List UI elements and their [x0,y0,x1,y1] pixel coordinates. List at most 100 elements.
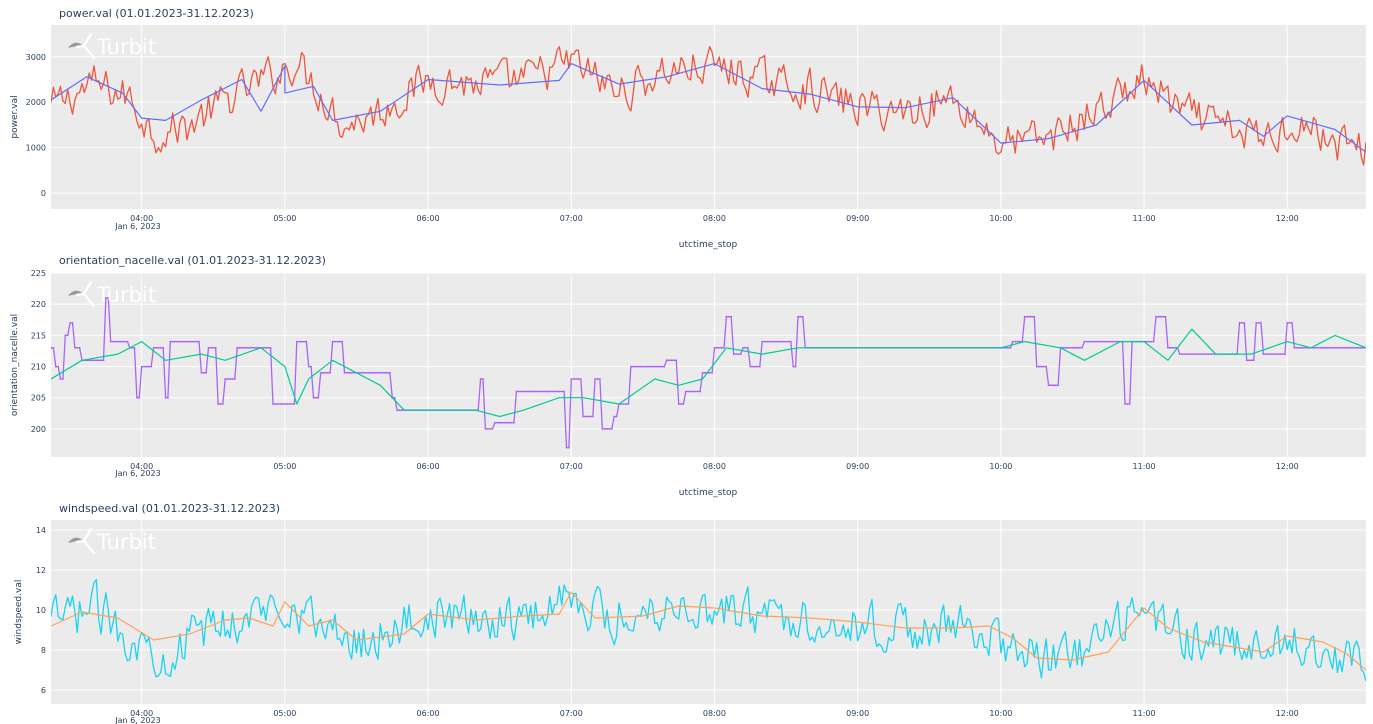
orientation-raw-point [1040,365,1043,368]
logo-cloud-icon [68,537,82,543]
orientation-raw-point [169,340,172,343]
power-x-axis-label: utctime_stop [679,240,738,250]
orientation-raw-point [1167,346,1169,349]
orientation-raw-point [286,403,289,405]
orientation-raw-point [637,365,639,368]
orientation-raw-point [315,396,317,399]
orientation-raw-point [1164,315,1167,318]
orientation-raw-point [1205,353,1207,355]
orientation-raw-point [143,365,146,368]
orientation-raw-point [501,421,503,424]
logo-text: Turbit [96,283,156,307]
orientation-raw-point [90,359,93,362]
turbit-logo: Turbit [68,527,156,555]
orientation-raw-point [102,359,105,362]
windspeed-raw-line [51,578,1366,682]
orientation-raw-point [642,365,644,368]
orientation-raw-point [763,340,766,343]
orientation-raw-point [658,365,661,368]
orientation-raw-point [775,340,778,343]
orientation-gridlines [51,272,1366,457]
orientation-raw-point [1190,353,1193,355]
windspeed-x-tick-label: 05:00 [273,709,296,718]
windspeed-y-tick-label: 12 [36,566,46,575]
orientation-raw-point [1326,346,1329,349]
orientation-raw-point [1274,353,1277,355]
orientation-raw-point [272,403,274,405]
orientation-raw-point [1291,322,1293,324]
orientation-raw-point [572,378,575,380]
orientation-raw-point [1272,353,1274,355]
orientation-raw-point [1350,346,1353,349]
orientation-raw-point [610,428,613,430]
orientation-raw-point [274,403,277,405]
orientation-raw-point [188,340,191,343]
orientation-raw-point [1157,315,1160,318]
orientation-raw-point [508,421,511,424]
windspeed-plot-area[interactable] [51,520,1366,704]
orientation-raw-point [176,340,179,343]
orientation-raw-point [1038,365,1040,368]
orientation-raw-point [1169,346,1172,349]
orientation-raw-point [1031,315,1033,318]
orientation-raw-point [1071,346,1074,349]
windspeed-y-axis-label: windspeed.val [14,580,24,645]
orientation-raw-point [1105,340,1107,343]
power-x-tick-label: 11:00 [1133,214,1156,223]
orientation-raw-point [374,371,377,374]
orientation-raw-point [1202,353,1205,355]
orientation-date-label: Jan 6, 2023 [114,469,160,478]
logo-text: Turbit [96,530,156,554]
orientation-plot-area[interactable] [51,273,1366,457]
orientation-raw-point [1295,346,1298,349]
orientation-raw-point [551,390,554,393]
orientation-raw-point [183,340,186,343]
orientation-raw-point [78,346,81,349]
orientation-raw-point [606,428,608,430]
orientation-raw-point [1300,346,1303,349]
orientation-raw-point [651,365,654,368]
orientation-raw-point [157,346,160,349]
orientation-raw-point [288,403,291,405]
orientation-raw-point [1155,315,1157,318]
orientation-raw-point [739,353,742,355]
orientation-raw-point [300,340,303,343]
orientation-raw-point [145,365,148,368]
orientation-y-tick-label: 220 [31,300,46,309]
orientation-raw-point [1026,315,1028,318]
orientation-raw-point [367,371,370,374]
windspeed-smooth-line [51,591,1366,671]
orientation-raw-point [1284,353,1286,355]
orientation-raw-point [1042,365,1045,368]
orientation-raw-point [732,353,735,355]
power-x-tick-label: 10:00 [989,214,1012,223]
orientation-raw-point [1279,353,1281,355]
orientation-raw-point [716,346,718,349]
orientation-raw-point [537,390,539,393]
orientation-raw-point [317,396,320,399]
orientation-raw-point [494,421,496,424]
orientation-raw-point [699,390,701,393]
orientation-raw-point [620,403,623,405]
orientation-raw-point [1338,346,1341,349]
orientation-raw-point [1252,359,1255,362]
orientation-raw-point [307,365,310,368]
orientation-raw-point [167,396,169,399]
orientation-raw-point [372,371,375,374]
orientation-raw-point [1054,384,1057,387]
orientation-raw-point [1009,346,1012,349]
orientation-raw-point [164,396,167,399]
orientation-raw-point [1357,346,1360,349]
orientation-raw-point [1286,322,1289,324]
orientation-raw-point [713,346,716,349]
orientation-raw-point [787,340,790,343]
power-plot-area[interactable] [51,25,1366,209]
orientation-raw-point [584,415,587,418]
orientation-raw-point [558,390,561,393]
orientation-raw-point [109,340,112,343]
orientation-x-tick-label: 06:00 [417,462,440,471]
orientation-raw-point [384,371,386,374]
orientation-raw-point [782,340,785,343]
orientation-raw-point [205,371,208,374]
orientation-raw-point [186,340,188,343]
